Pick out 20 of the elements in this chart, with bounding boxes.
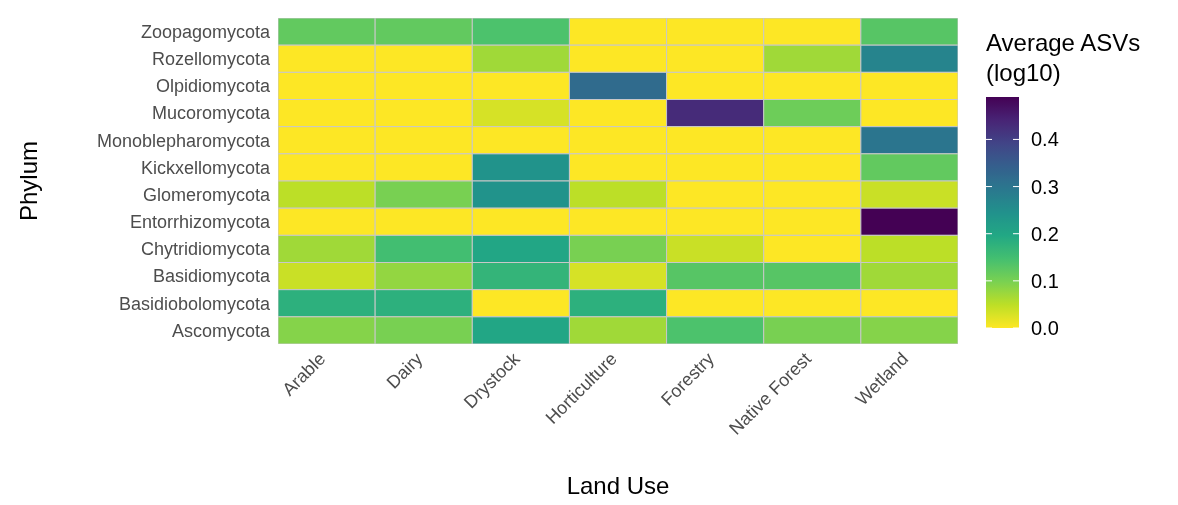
y-tick-label: Glomeromycota: [142, 184, 271, 205]
color-bar-title: Average ASVs (log10): [986, 28, 1142, 88]
y-tick-label: Chytridiomycota: [140, 239, 271, 260]
y-tick-label: Basidiomycota: [152, 266, 271, 287]
y-tick-label: Basidiobolomycota: [118, 293, 271, 314]
y-tick-label: Ascomycota: [171, 320, 271, 341]
y-tick-label: Entorrhizomycota: [129, 212, 271, 233]
y-axis-title: Phylum: [14, 140, 42, 222]
y-tick-label: Kickxellomycota: [140, 157, 271, 178]
color-bar-label: 0.1: [1031, 269, 1059, 292]
color-bar-label: 0.2: [1031, 222, 1059, 245]
y-tick-label: Rozellomycota: [151, 49, 271, 70]
y-tick-label: Olpidiomycota: [155, 76, 271, 97]
color-bar-label: 0.0: [1031, 317, 1059, 339]
y-tick-label: Zoopagomycota: [140, 21, 271, 42]
y-tick-label: Monoblepharomycota: [96, 130, 271, 151]
color-bar-label: 0.3: [1031, 175, 1059, 198]
x-axis-title: Land Use: [566, 472, 670, 499]
color-bar-label: 0.4: [1031, 128, 1059, 151]
y-tick-label: Mucoromycota: [151, 103, 271, 124]
